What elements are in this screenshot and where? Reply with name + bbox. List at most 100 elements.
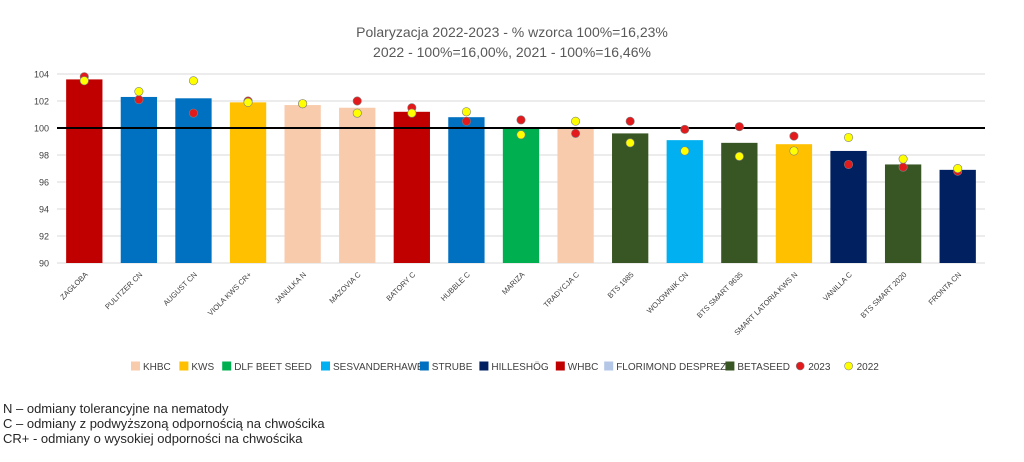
x-tick-label: ZAGŁOBA [58,270,89,301]
x-tick-label: HUBBLE C [439,270,472,303]
x-axis-labels: ZAGŁOBA PULITZER CN AUGUST CN VIOLA KWS CR+… [58,270,963,337]
bar [393,111,430,263]
point-2023 [680,124,690,134]
point-2022 [188,76,198,86]
y-tick-label: 92 [39,232,49,242]
point-2022 [680,146,690,156]
point-2022 [298,99,308,109]
bar [884,164,922,263]
legend-label: STRUBE [432,362,473,373]
legend-label: HILLESHÖG [491,361,548,373]
legend-swatch [321,361,330,371]
x-tick-label: VIOLA KWS CR+ [206,270,254,318]
chart-title: Polaryzacja 2022-2023 - % wzorca 100%=16… [0,22,1024,62]
point-2023 [898,162,908,172]
x-tick-label: AUGUST CN [161,270,199,308]
legend-swatch [419,361,429,371]
legend: KHBC KWS DLF BEET SEED SESVANDERHAWE STRUBE H… [131,361,879,373]
legend-label: WHBC [568,362,599,373]
chart-title-line-1: Polaryzacja 2022-2023 - % wzorca 100%=16… [356,24,668,40]
x-tick-label: MAZOVIA C [327,270,363,306]
legend-marker-2023 [795,361,805,371]
point-2023 [461,116,471,126]
bar [830,150,867,263]
x-tick-label: MARIZA [500,270,526,296]
x-tick-label: BTS SMART 2020 [859,270,909,320]
point-2022 [79,76,89,86]
legend-label: SESVANDERHAWE [333,362,424,373]
point-2022 [898,154,908,164]
legend-label: 2022 [857,362,880,373]
bar [120,96,158,263]
legend-label: DLF BEET SEED [234,362,312,373]
x-tick-label: VANILLA C [821,270,854,303]
bar [175,98,212,263]
legend-label: BETASEED [737,362,790,373]
legend-label: 2023 [808,362,831,373]
point-2022 [516,130,526,140]
y-tick-label: 102 [34,97,49,107]
point-2023 [734,122,744,132]
legend-swatch [131,361,140,371]
bars [66,79,976,264]
x-tick-label: BATORY C [384,270,417,303]
scatter-points [79,72,963,176]
bar [66,79,103,264]
point-2022 [844,132,854,142]
point-2022 [571,116,581,126]
note-cercospora-crplus: CR+ - odmiany o wysokiej odporności na c… [3,431,303,446]
point-2023 [789,131,799,141]
note-nematode: N – odmiany tolerancyjne na nematody [3,401,229,416]
point-2023 [352,96,362,106]
bar [939,169,976,263]
point-2023 [571,128,581,138]
point-2022 [461,107,471,117]
bar [721,142,758,263]
bar [612,133,649,263]
legend-label: KWS [191,362,214,373]
legend-label: FLORIMOND DESPREZ [616,362,726,373]
legend-swatch [179,361,189,371]
point-2023 [625,116,635,126]
y-tick-label: 94 [39,205,49,215]
y-axis-ticks: 90 92 94 96 98 100 102 104 [34,70,49,269]
point-2023 [134,95,144,105]
point-2022 [625,138,635,148]
x-tick-label: PULITZER CN [103,270,144,311]
bar [284,105,321,263]
legend-swatch [555,361,565,371]
point-2023 [844,159,854,169]
bar [557,128,594,263]
legend-swatch [479,361,489,371]
point-2022 [953,164,963,174]
point-2022 [352,108,362,118]
bar [666,140,703,263]
x-tick-label: FRONTA CN [927,270,964,307]
bar [339,107,376,263]
notes: N – odmiany tolerancyjne na nematody C –… [3,401,325,446]
y-tick-label: 104 [34,70,49,80]
legend-marker-2022 [844,361,853,371]
bar [448,117,485,263]
x-tick-label: BTS 1985 [606,270,636,300]
x-tick-label: JANULKA N [273,270,308,305]
y-tick-label: 98 [39,151,49,161]
note-cercospora-c: C – odmiany z podwyższoną odpornością na… [3,416,325,431]
x-tick-label: SMART LATORIA KWS N [732,270,799,337]
y-tick-label: 96 [39,178,49,188]
point-2022 [243,97,253,107]
bar [502,128,540,263]
chart-title-line-2: 2022 - 100%=16,00%, 2021 - 100%=16,46% [373,44,651,60]
y-tick-label: 90 [39,259,49,269]
legend-swatch [222,361,232,371]
legend-label: KHBC [143,362,171,373]
legend-swatch [725,361,735,371]
x-tick-label: WOJOWNIK CN [645,270,690,315]
x-tick-label: TRADYCJA C [542,270,582,310]
point-2022 [407,108,417,118]
legend-swatch [604,361,614,371]
bar [775,144,813,263]
point-2022 [134,87,144,97]
point-2022 [789,146,799,156]
